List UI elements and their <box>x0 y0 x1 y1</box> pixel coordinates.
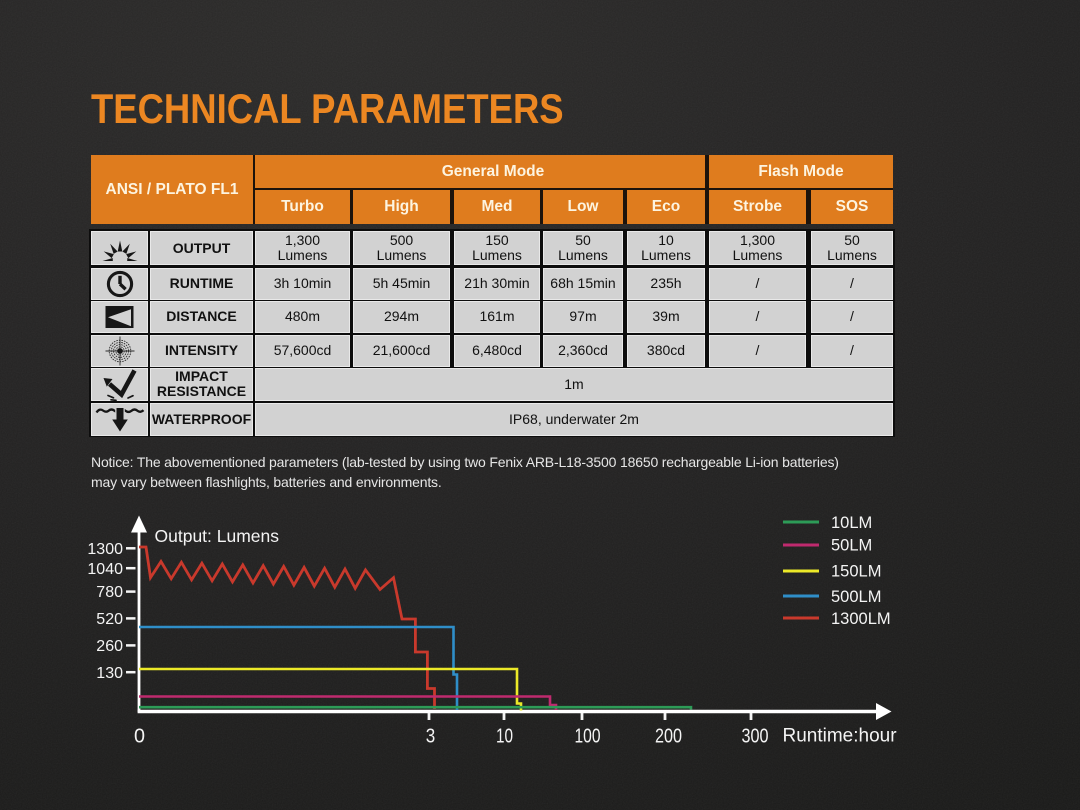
svg-text:50LM: 50LM <box>831 537 872 555</box>
svg-text:1040: 1040 <box>87 561 123 578</box>
svg-text:520: 520 <box>96 611 123 628</box>
svg-text:Runtime:hour: Runtime:hour <box>783 726 898 747</box>
svg-text:1300: 1300 <box>87 541 123 558</box>
svg-text:780: 780 <box>96 584 123 601</box>
svg-text:260: 260 <box>96 638 123 655</box>
svg-text:150LM: 150LM <box>831 563 881 581</box>
svg-text:500LM: 500LM <box>831 588 881 606</box>
svg-text:130: 130 <box>96 665 123 682</box>
svg-text:1300LM: 1300LM <box>831 610 891 628</box>
svg-text:Output: Lumens: Output: Lumens <box>155 526 280 546</box>
svg-text:200: 200 <box>655 726 682 748</box>
svg-text:300: 300 <box>742 726 769 748</box>
svg-text:0: 0 <box>134 726 145 748</box>
svg-text:10LM: 10LM <box>831 514 872 532</box>
svg-text:10: 10 <box>496 726 513 748</box>
svg-text:100: 100 <box>575 726 601 748</box>
svg-text:3: 3 <box>426 726 436 748</box>
